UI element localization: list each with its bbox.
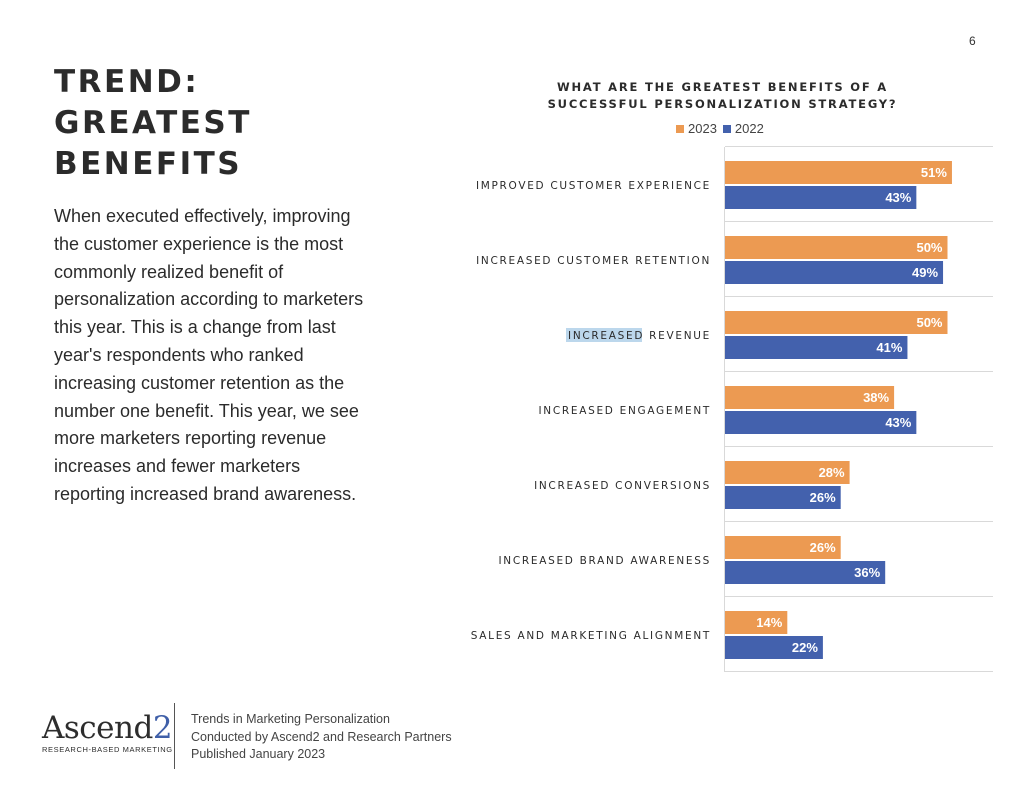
value-label-2022-increased-engagement: 43%: [885, 415, 911, 430]
page-title: TREND: GREATEST BENEFITS: [54, 62, 252, 185]
bar-2022-increased-brand-awareness: [725, 561, 886, 584]
legend-label-2023: 2023: [688, 121, 717, 136]
title-line: GREATEST: [54, 105, 252, 141]
category-label-increased-brand-awareness: INCREASED BRAND AWARENESS: [499, 555, 712, 567]
category-label-increased-revenue: INCREASED REVENUE: [568, 330, 711, 342]
bar-2022-increased-engagement: [725, 411, 917, 434]
bar-chart: IMPROVED CUSTOMER EXPERIENCE 51% 43% INCREA…: [471, 146, 993, 672]
legend-swatch-2023: [676, 124, 684, 133]
chart-title-line: WHAT ARE THE GREATEST BENEFITS OF A: [557, 80, 888, 94]
value-label-2022-improved-customer-experience: 43%: [885, 190, 911, 205]
logo-number: 2: [152, 710, 173, 746]
value-label-2023-sales-and-marketing-alignment: 14%: [756, 615, 782, 630]
bar-2023-increased-customer-retention: [725, 236, 948, 259]
value-label-2023-increased-engagement: 38%: [863, 390, 889, 405]
category-label-increased-conversions: INCREASED CONVERSIONS: [534, 480, 711, 492]
footer-credits: Trends in Marketing Personalization Cond…: [191, 711, 452, 764]
bar-2023-increased-brand-awareness: [725, 536, 841, 559]
value-label-2022-increased-revenue: 41%: [876, 340, 902, 355]
value-label-2023-increased-brand-awareness: 26%: [810, 540, 836, 555]
bar-2023-improved-customer-experience: [725, 161, 952, 184]
value-label-2023-improved-customer-experience: 51%: [921, 165, 947, 180]
legend-item-2023: 2023: [676, 121, 717, 136]
category-label-improved-customer-experience: IMPROVED CUSTOMER EXPERIENCE: [476, 180, 711, 192]
bar-2022-increased-conversions: [725, 486, 841, 509]
category-label-increased-engagement: INCREASED ENGAGEMENT: [539, 405, 711, 417]
legend-label-2022: 2022: [734, 121, 764, 136]
bar-2022-increased-revenue: [725, 336, 908, 359]
chart-legend: 2023 2022: [676, 121, 764, 136]
legend-item-2022: 2022: [722, 121, 764, 136]
footer-line: Conducted by Ascend2 and Research Partne…: [191, 729, 452, 744]
category-label-increased-customer-retention: INCREASED CUSTOMER RETENTION: [476, 255, 711, 267]
chart-title: WHAT ARE THE GREATEST BENEFITS OF A SUCC…: [500, 79, 945, 113]
value-label-2023-increased-customer-retention: 50%: [916, 240, 942, 255]
bar-2022-increased-customer-retention: [725, 261, 944, 284]
legend-swatch-2022: [722, 124, 731, 133]
chart-title-line: SUCCESSFUL PERSONALIZATION STRATEGY?: [547, 97, 898, 111]
value-label-2022-increased-brand-awareness: 36%: [854, 565, 880, 580]
value-label-2022-increased-conversions: 26%: [810, 490, 836, 505]
category-label-sales-and-marketing-alignment: SALES AND MARKETING ALIGNMENT: [471, 630, 711, 642]
body-paragraph: When executed effectively, improving the…: [54, 206, 364, 504]
logo-tagline: RESEARCH-BASED MARKETING: [42, 745, 173, 754]
value-label-2022-sales-and-marketing-alignment: 22%: [792, 640, 818, 655]
footer-line: Published January 2023: [191, 747, 326, 761]
bar-2023-increased-engagement: [725, 386, 895, 409]
value-label-2022-increased-customer-retention: 49%: [912, 265, 938, 280]
page-number: 6: [969, 34, 976, 48]
ascend2-logo: Ascend2 RESEARCH-BASED MARKETING: [42, 712, 173, 754]
bar-2022-improved-customer-experience: [725, 186, 917, 209]
footer-divider: [174, 703, 175, 769]
value-label-2023-increased-revenue: 50%: [916, 315, 942, 330]
bar-2022-sales-and-marketing-alignment: [725, 636, 823, 659]
text-selection-highlight: [566, 328, 642, 342]
logo-wordmark: Ascend2: [42, 712, 173, 744]
bar-2023-sales-and-marketing-alignment: [725, 611, 788, 634]
bar-2023-increased-conversions: [725, 461, 850, 484]
title-line: BENEFITS: [54, 146, 243, 182]
footer-line: Trends in Marketing Personalization: [191, 712, 390, 726]
bar-2023-increased-revenue: [725, 311, 948, 334]
logo-main-text: Ascend: [42, 710, 153, 746]
value-label-2023-increased-conversions: 28%: [819, 465, 845, 480]
title-line: TREND:: [54, 64, 200, 100]
